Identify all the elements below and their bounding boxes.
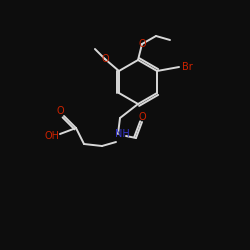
Text: O: O bbox=[138, 39, 146, 49]
Text: Br: Br bbox=[182, 62, 192, 72]
Text: O: O bbox=[101, 54, 109, 64]
Text: NH: NH bbox=[114, 129, 130, 139]
Text: O: O bbox=[56, 106, 64, 116]
Text: OH: OH bbox=[44, 131, 60, 141]
Text: O: O bbox=[138, 112, 146, 122]
